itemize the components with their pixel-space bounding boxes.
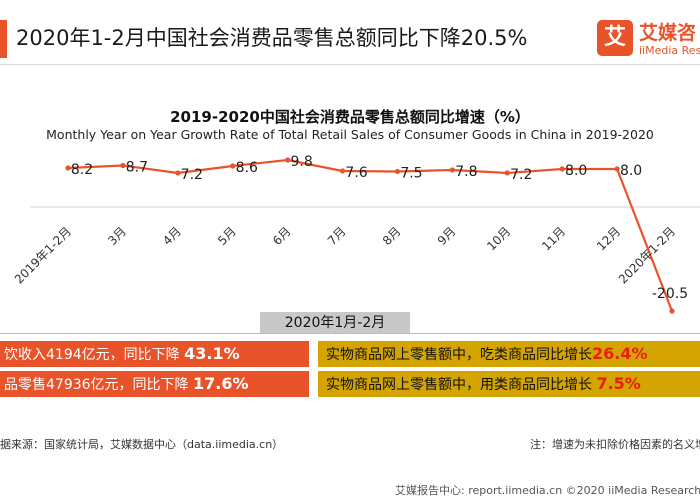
- data-label: -20.5: [652, 286, 688, 302]
- title-accent-bar: [0, 20, 7, 58]
- data-label: 7.6: [345, 165, 367, 181]
- series-line-growth: [67, 158, 674, 312]
- data-label: 8.0: [565, 163, 587, 179]
- data-point: [175, 170, 181, 176]
- x-tick-label: 4月: [160, 224, 184, 248]
- highlight-text: 实物商品网上零售额中，吃类商品同比增长: [326, 347, 592, 363]
- highlight-value: 43.1%: [184, 344, 240, 363]
- data-point: [339, 168, 346, 174]
- highlight-text: 实物商品网上零售额中，用类商品同比增长: [326, 377, 597, 393]
- data-point: [559, 166, 565, 172]
- x-tick-label: 7月: [325, 224, 349, 248]
- highlight-right-2: 实物商品网上零售额中，用类商品同比增长 7.5%: [318, 371, 700, 397]
- period-divider: [0, 333, 700, 334]
- x-tick-label: 8月: [380, 224, 404, 248]
- highlight-left-2: 品零售47936亿元，同比下降 17.6%: [0, 371, 309, 397]
- data-label: 8.0: [620, 163, 642, 179]
- x-tick-label: 2019年1-2月: [12, 224, 74, 286]
- highlight-text: 品零售47936亿元，同比下降: [4, 377, 193, 393]
- highlight-right-1: 实物商品网上零售额中，吃类商品同比增长26.4%: [318, 341, 700, 367]
- highlight-value: 7.5%: [596, 374, 641, 393]
- highlight-left-1: 饮收入4194亿元，同比下降 43.1%: [0, 341, 309, 367]
- data-label: 8.6: [236, 160, 258, 176]
- data-point: [504, 170, 510, 176]
- data-label: 7.8: [455, 164, 477, 180]
- growth-line-chart: 8.2 8.7 7.2 8.6 9.8 7.6 7.5 7.8 7.2 8.0 8.0 -20.5 2…: [12, 154, 700, 314]
- x-tick-label: 11月: [539, 224, 568, 253]
- data-label: 8.7: [126, 159, 148, 175]
- chart-subtitle: Monthly Year on Year Growth Rate of Tota…: [46, 127, 654, 142]
- x-tick-label: 3月: [105, 224, 129, 248]
- highlight-text: 饮收入4194亿元，同比下降: [4, 347, 185, 363]
- highlight-value: 26.4%: [592, 344, 648, 363]
- data-label: 7.2: [510, 167, 532, 183]
- data-label: 7.5: [400, 165, 422, 181]
- data-point: [230, 163, 236, 169]
- data-point: [394, 168, 401, 175]
- data-label: 9.8: [291, 154, 313, 170]
- highlight-value: 17.6%: [193, 374, 249, 393]
- data-point: [65, 165, 71, 171]
- brand-logo: 艾 艾媒咨 iiMedia Resear: [597, 18, 700, 64]
- page-title: 2020年1-2月中国社会消费品零售总额同比下降20.5%: [16, 26, 528, 50]
- data-point: [120, 162, 126, 169]
- x-tick-label: 2020年1-2月: [616, 224, 678, 286]
- data-label: 7.2: [181, 167, 203, 183]
- data-point: [285, 157, 291, 163]
- x-tick-label: 10月: [484, 224, 513, 253]
- logo-text-en: iiMedia Resear: [639, 44, 700, 57]
- chart-title: 2019-2020中国社会消费品零售总额同比增速（%）: [170, 108, 530, 126]
- x-tick-label: 9月: [435, 224, 459, 248]
- data-label: 8.2: [71, 162, 93, 178]
- data-point: [449, 167, 455, 173]
- x-tick-label: 6月: [270, 224, 294, 248]
- data-point: [669, 308, 675, 314]
- x-tick-label: 12月: [594, 224, 623, 253]
- header-divider: [0, 64, 700, 65]
- footnote: 注：增速为未扣除价格因素的名义增: [530, 438, 700, 451]
- logo-mark: 艾: [597, 20, 633, 56]
- data-source: 据来源：国家统计局，艾媒数据中心（data.iimedia.cn）: [0, 438, 284, 451]
- footer-brand: 艾媒报告中心: report.iimedia.cn ©2020 iiMedia …: [395, 484, 700, 497]
- x-tick-label: 5月: [215, 224, 239, 248]
- period-label: 2020年1月-2月: [260, 312, 410, 334]
- data-point: [614, 166, 620, 172]
- logo-text-cn: 艾媒咨: [639, 22, 697, 44]
